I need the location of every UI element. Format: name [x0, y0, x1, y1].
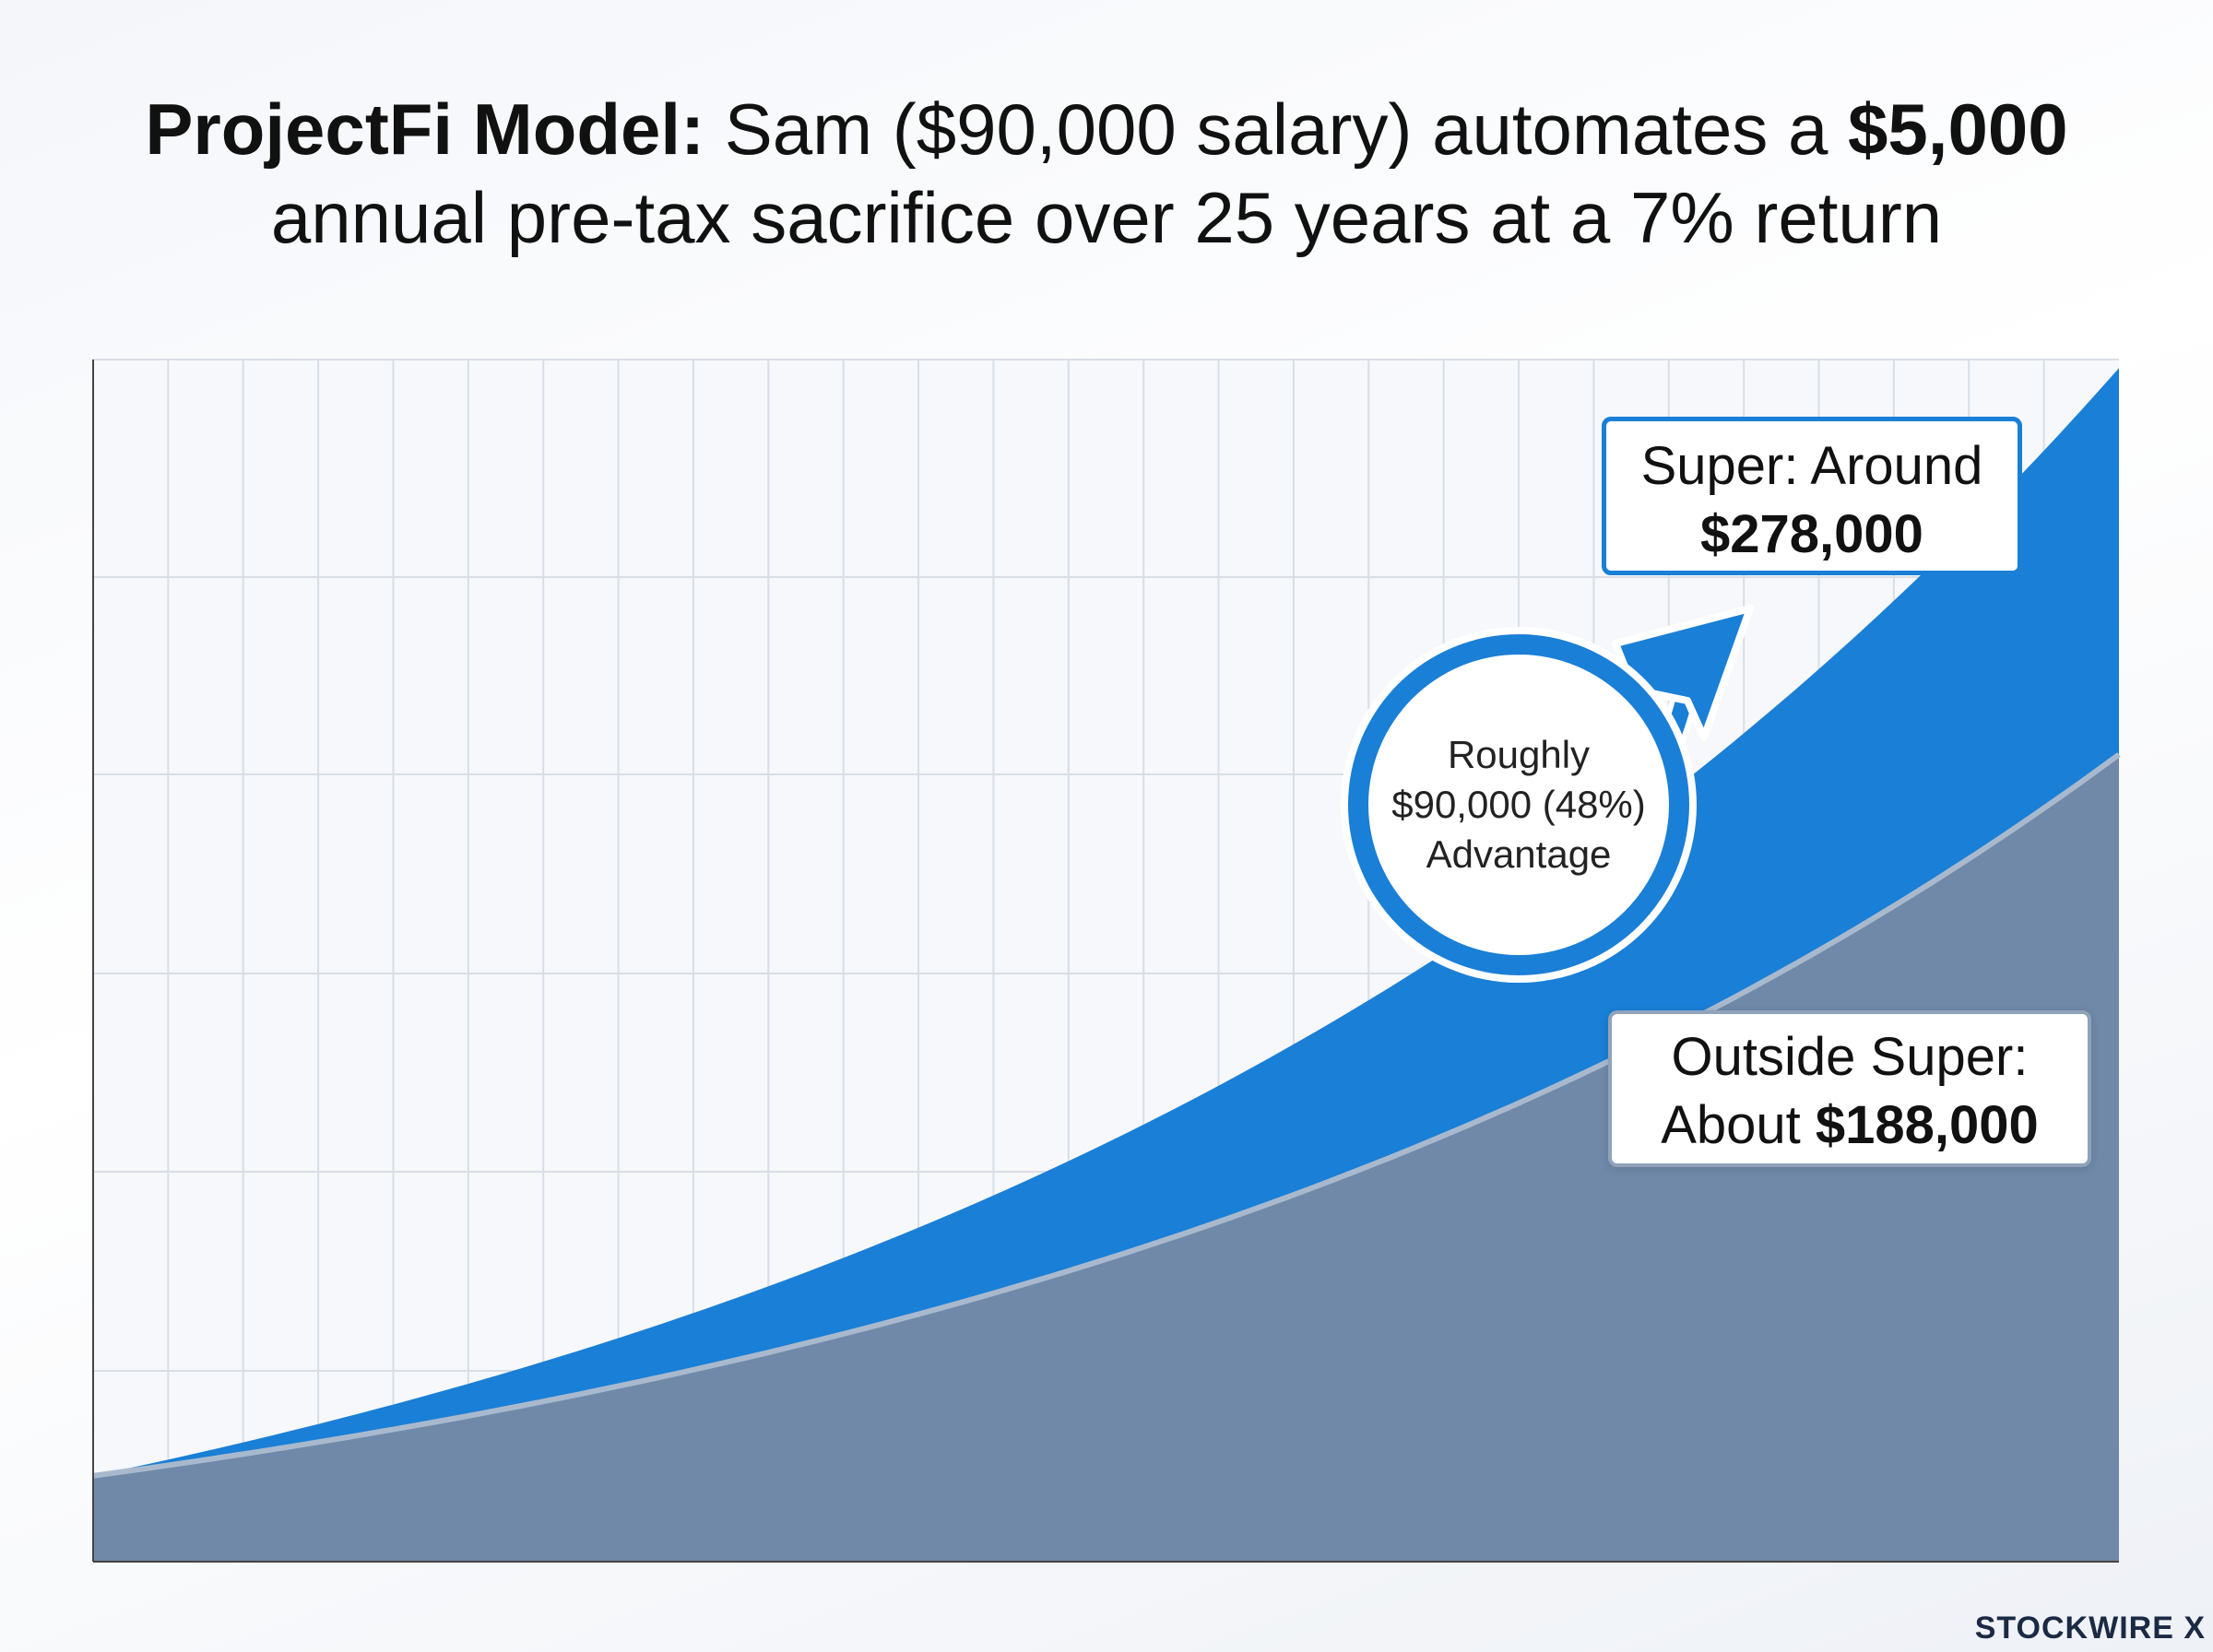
callout-outside-value: $188,000 — [1815, 1095, 2039, 1155]
callout-outside-super: Outside Super: About $188,000 — [1608, 1010, 2091, 1167]
series-area-outside-super — [93, 754, 2119, 1562]
advantage-line-2: $90,000 (48%) — [1391, 783, 1646, 826]
callout-outside-label: Outside Super: — [1671, 1027, 2029, 1087]
title-text: Sam ($90,000 salary) automates a — [704, 88, 1849, 170]
advantage-badge-text: Roughly $90,000 (48%) Advantage — [1368, 655, 1669, 955]
callout-outside-prefix: About — [1661, 1095, 1816, 1155]
advantage-badge: Roughly $90,000 (48%) Advantage — [1348, 634, 1689, 975]
title-bold-model: ProjectFi Model: — [145, 88, 705, 170]
advantage-line-1: Roughly — [1447, 733, 1591, 776]
callout-super-value: $278,000 — [1700, 504, 1923, 564]
title-line-2: annual pre-tax sacrifice over 25 years a… — [270, 177, 1943, 258]
advantage-line-3: Advantage — [1426, 832, 1612, 876]
series-line-outside-super — [92, 752, 2121, 1479]
brand-logo: STOCKWIRE X — [1974, 1611, 2206, 1646]
title-line-1: ProjectFi Model: Sam ($90,000 salary) au… — [0, 85, 2213, 173]
title-bold-amount: $5,000 — [1848, 88, 2068, 170]
chart-title: ProjectFi Model: Sam ($90,000 salary) au… — [0, 85, 2213, 262]
callout-outside-value-line: About $188,000 — [1612, 1092, 2088, 1160]
callout-super: Super: Around $278,000 — [1602, 417, 2022, 575]
callout-super-label: Super: Around — [1640, 436, 1983, 496]
